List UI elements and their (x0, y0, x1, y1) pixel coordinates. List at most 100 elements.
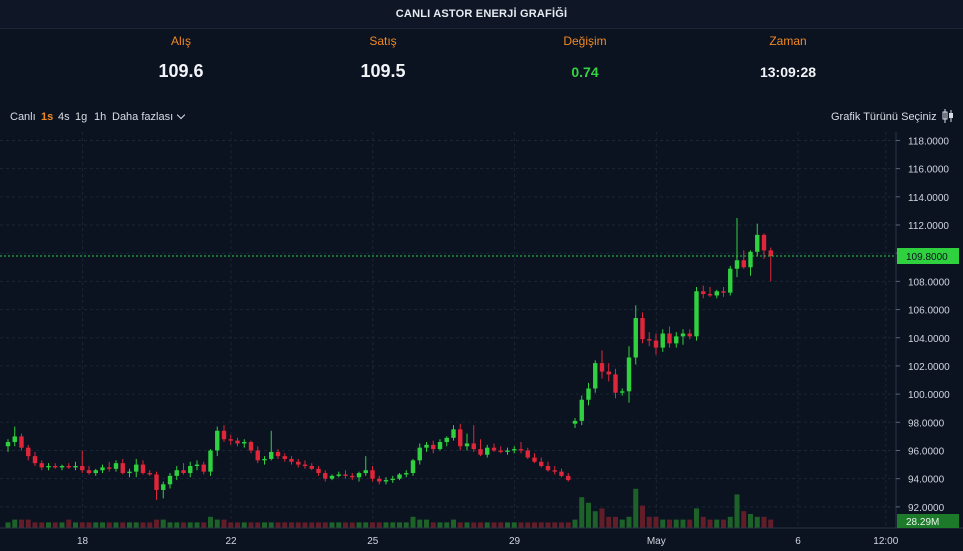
candle-body (350, 475, 355, 478)
volume-bar (336, 522, 342, 528)
volume-bar (329, 522, 335, 528)
y-tick-label: 96.0000 (908, 446, 945, 457)
candle-body (19, 436, 24, 448)
volume-bar (491, 522, 497, 528)
volume-bar (727, 516, 733, 528)
candle-body (208, 450, 213, 472)
volume-bar (383, 522, 389, 528)
volume-bar (721, 519, 726, 528)
x-tick-label: 25 (367, 536, 379, 547)
more-intervals-button[interactable]: Daha fazlası (112, 110, 186, 123)
volume-bar (592, 511, 598, 528)
volume-tag (897, 514, 959, 528)
candle-body (714, 291, 719, 296)
candle-body (107, 467, 112, 469)
candle-body (417, 447, 422, 461)
volume-bar (241, 522, 247, 528)
candle-body (451, 429, 456, 438)
y-tick-label: 112.0000 (908, 221, 949, 232)
volume-bar (86, 522, 92, 528)
candle-body (329, 475, 335, 479)
price-chart[interactable]: 92.0000 94.0000 96.0000 98.0000 100.0000 102.… (0, 132, 963, 551)
volume-bar (565, 522, 571, 528)
candle-body (458, 429, 463, 447)
candle-body (741, 260, 746, 268)
candle-body (545, 465, 551, 471)
volume-bar (471, 522, 477, 528)
candle-body (188, 465, 193, 474)
volume-bar (370, 522, 375, 528)
candle-body (761, 234, 767, 251)
volume-bar (599, 508, 605, 528)
volume-bar (586, 502, 591, 528)
y-tick-label: 114.0000 (908, 193, 949, 204)
volume-bar (255, 522, 261, 528)
volume-label: 28.29M (906, 517, 939, 528)
candle-body (498, 450, 503, 452)
candle-body (282, 456, 287, 459)
volume-bar (295, 522, 301, 528)
quote-ask: Satış 109.5 (283, 29, 483, 82)
volume-bar (633, 488, 639, 528)
candle-body (620, 391, 625, 393)
candlestick-icon[interactable] (941, 108, 955, 124)
volume-bar (302, 522, 308, 528)
candle-body (437, 442, 443, 450)
volume-bar (410, 516, 416, 528)
volume-bar (525, 522, 531, 528)
candle-body (707, 294, 713, 296)
volume-bar (356, 522, 362, 528)
candle-body (235, 440, 240, 444)
y-tick-label: 106.0000 (908, 306, 950, 317)
volume-bar (208, 516, 213, 528)
interval-4s[interactable]: 4s (58, 111, 70, 123)
candle-body (667, 333, 672, 344)
volume-bar (289, 522, 294, 528)
candle-body (275, 451, 281, 457)
x-tick-label: 6 (795, 536, 801, 547)
last-price-tag (897, 248, 959, 265)
volume-bar (25, 519, 31, 528)
y-tick-label: 108.0000 (908, 277, 950, 288)
volume-bar (93, 522, 99, 528)
y-tick-label: 92.0000 (908, 503, 945, 514)
quote-bid: Alış 109.6 (81, 29, 281, 82)
volume-bar (694, 508, 699, 528)
volume-bar (424, 519, 429, 528)
volume-bar (464, 522, 470, 528)
interval-1s[interactable]: 1s (41, 111, 54, 123)
volume-bar (741, 511, 747, 528)
volume-bar (687, 519, 693, 528)
volume-bar (214, 519, 220, 528)
volume-bar (734, 494, 740, 528)
interval-1g[interactable]: 1g (75, 111, 88, 123)
candle-body (505, 450, 510, 452)
volume-bar (613, 516, 618, 528)
candle-body (734, 260, 740, 269)
volume-bar (457, 522, 463, 528)
candle-body (539, 461, 544, 466)
volume-bar (707, 519, 713, 528)
candle-body (444, 437, 449, 443)
x-tick-label: 12:00 (873, 536, 898, 547)
volume-bar (181, 522, 186, 528)
candle-body (302, 464, 308, 466)
interval-live[interactable]: Canlı (10, 111, 36, 123)
interval-1h[interactable]: 1h (94, 111, 107, 123)
chart-type-button[interactable]: Grafik Türünü Seçiniz (831, 111, 937, 123)
quote-panel: Alış 109.6 Satış 109.5 Değişim 0.74 Zama… (0, 29, 963, 99)
candle-body (653, 340, 659, 348)
more-label: Daha fazlası (112, 111, 174, 123)
candle-body (93, 470, 98, 474)
candle-body (343, 474, 348, 476)
volume-bar (680, 519, 686, 528)
y-tick-label: 116.0000 (908, 165, 949, 176)
candle-body (404, 473, 409, 475)
candle-body (80, 465, 85, 471)
candle-body (593, 363, 598, 389)
candle-body (518, 449, 524, 451)
volume-bar (451, 519, 456, 528)
candles (5, 217, 773, 500)
candle-body (134, 464, 139, 472)
volume-bar (5, 522, 11, 528)
